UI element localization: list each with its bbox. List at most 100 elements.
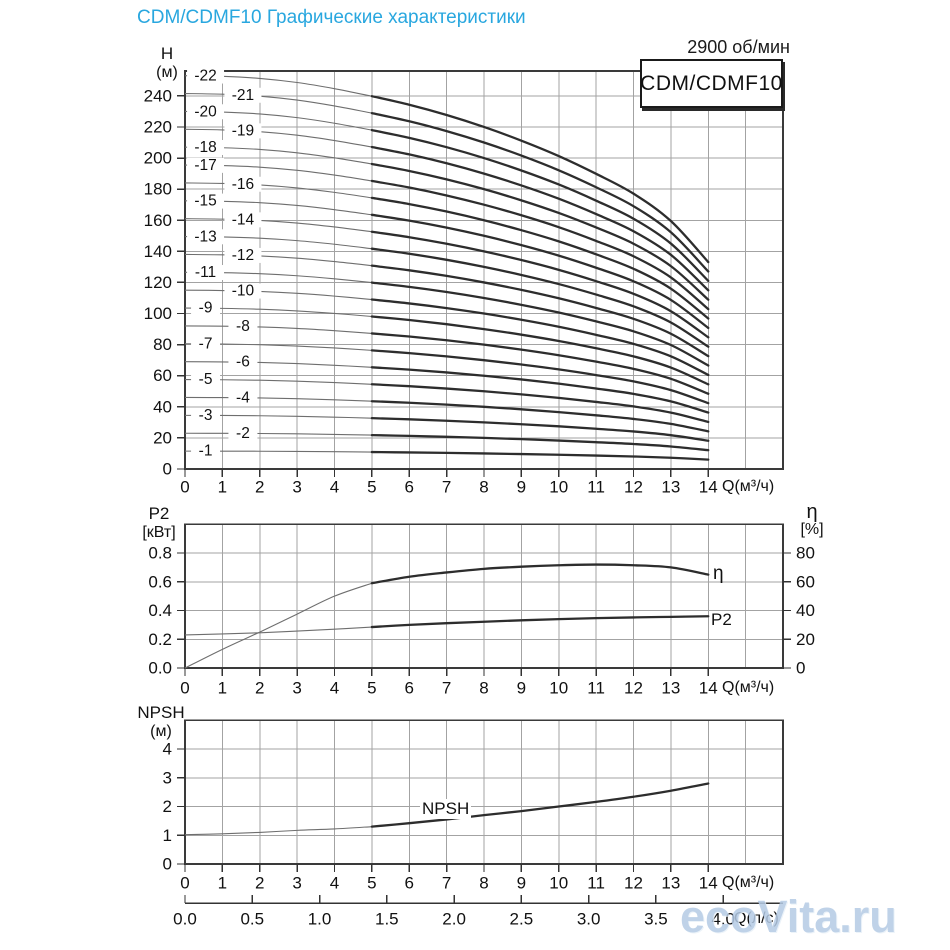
curve-duty-range bbox=[370, 615, 710, 629]
curve-duty-range bbox=[370, 450, 710, 461]
curve-preferred-range-left bbox=[184, 826, 372, 836]
tick-label: 100 bbox=[144, 304, 172, 323]
tick-label: 4.0 bbox=[711, 910, 735, 929]
head-curves bbox=[184, 75, 710, 461]
stage-label-mask bbox=[187, 104, 225, 120]
tick-label: 10 bbox=[549, 874, 568, 893]
tick-label: -20 bbox=[194, 103, 217, 120]
tick-label: 10 bbox=[549, 679, 568, 698]
tick-label: 12 bbox=[624, 478, 643, 497]
watermark: ecoVita.ru bbox=[680, 891, 897, 942]
tick-label: 2 bbox=[163, 797, 172, 816]
tick-label: 5 bbox=[367, 679, 376, 698]
tick-label: 0.6 bbox=[148, 572, 172, 591]
efficiency-axis-label: η [%] bbox=[790, 501, 834, 539]
curve-duty-range bbox=[370, 298, 710, 377]
tick-label: -5 bbox=[199, 371, 213, 388]
tick-label: 6 bbox=[405, 679, 414, 698]
stage-label-mask bbox=[187, 139, 225, 155]
tick-label: 11 bbox=[587, 874, 605, 893]
tick-label: -10 bbox=[232, 283, 255, 300]
tick-label: 8 bbox=[479, 478, 488, 497]
head-axis-unit: (м) bbox=[156, 63, 178, 81]
tick-label: 0 bbox=[180, 478, 189, 497]
tick-label: 9 bbox=[517, 478, 526, 497]
stage-label-mask bbox=[228, 390, 258, 406]
stage-label-mask bbox=[187, 229, 225, 245]
tick-label: 3 bbox=[163, 768, 172, 787]
curve-duty-range bbox=[370, 162, 710, 301]
tick-label: 1 bbox=[218, 679, 227, 698]
tick-label: 0.8 bbox=[148, 544, 172, 563]
tick-label: 20 bbox=[153, 428, 172, 447]
curve-duty-range bbox=[370, 400, 710, 433]
curve-preferred-range-left bbox=[184, 361, 372, 368]
tick-label: 2 bbox=[255, 478, 264, 497]
tick-label: 13 bbox=[661, 679, 680, 698]
tick-label: 60 bbox=[796, 572, 815, 591]
efficiency-axis-symbol: η bbox=[806, 501, 818, 523]
efficiency-axis-unit: [%] bbox=[800, 521, 824, 538]
stage-label-mask bbox=[228, 319, 258, 335]
tick-label: -2 bbox=[236, 425, 250, 442]
tick-label: 13 bbox=[661, 874, 680, 893]
tick-label: -11 bbox=[195, 264, 216, 281]
tick-label: 3.5 bbox=[644, 910, 668, 929]
tick-label: 4 bbox=[330, 679, 339, 698]
lps-axis: 0.0 0.5 1.0 1.5 2.0 2.5 3.0 3.5 4.0 bbox=[173, 895, 783, 929]
tick-label: -6 bbox=[236, 354, 250, 371]
tick-label: 9 bbox=[517, 679, 526, 698]
tick-label: 240 bbox=[144, 86, 172, 105]
npsh-curve-label: NPSH bbox=[420, 799, 472, 819]
rpm-label: 2900 об/мин bbox=[687, 37, 790, 57]
tick-label: 160 bbox=[144, 211, 172, 230]
tick-label: -7 bbox=[199, 335, 213, 352]
tick-label: 180 bbox=[144, 180, 172, 199]
tick-label: 7 bbox=[442, 679, 451, 698]
tick-label: 80 bbox=[153, 335, 172, 354]
curve-duty-range bbox=[370, 332, 710, 395]
stage-label-mask bbox=[191, 336, 221, 352]
tick-label: 0.0 bbox=[173, 910, 197, 929]
tick-label: 200 bbox=[144, 149, 172, 168]
power-efficiency-curves bbox=[184, 563, 710, 669]
tick-label: -12 bbox=[232, 247, 254, 264]
tick-label: 0.2 bbox=[148, 630, 172, 649]
tick-label: 4 bbox=[330, 478, 339, 497]
curve-preferred-range-left bbox=[184, 218, 372, 233]
tick-label: 0 bbox=[796, 659, 805, 678]
tick-label: 2 bbox=[255, 874, 264, 893]
power-axis-label: P2 [кВт] bbox=[136, 504, 182, 542]
npsh-axis-label: NPSH (м) bbox=[134, 703, 188, 741]
curve-duty-range bbox=[370, 264, 710, 358]
tick-label: 0.0 bbox=[148, 659, 172, 678]
curve-preferred-range-left bbox=[184, 325, 372, 334]
stage-label-mask bbox=[224, 283, 262, 299]
curve-duty-range bbox=[370, 315, 710, 386]
curve-duty-range bbox=[370, 111, 710, 273]
tick-label: 0 bbox=[180, 874, 189, 893]
tick-label: 2 bbox=[255, 679, 264, 698]
tick-label: -14 bbox=[232, 211, 255, 228]
tick-label: 1.0 bbox=[308, 910, 332, 929]
tick-label: 5 bbox=[367, 874, 376, 893]
tick-label: 11 bbox=[587, 679, 605, 698]
power-axis-symbol: P2 bbox=[148, 504, 170, 523]
tick-label: 10 bbox=[549, 478, 568, 497]
model-legend-text: CDM/CDMF10 bbox=[640, 71, 783, 95]
tick-label: 0.5 bbox=[240, 910, 264, 929]
curve-preferred-range-left bbox=[184, 289, 372, 301]
tick-label: -17 bbox=[194, 157, 216, 174]
stage-label-mask bbox=[224, 176, 262, 192]
tick-label: 3 bbox=[292, 679, 301, 698]
tick-label: 14 bbox=[699, 874, 718, 893]
efficiency-curve-label: η bbox=[713, 563, 724, 584]
flow-axis-unit-bottom: Q(м³/ч) bbox=[722, 874, 775, 891]
tick-label: 60 bbox=[153, 366, 172, 385]
tick-label: 14 bbox=[699, 679, 718, 698]
tick-label: 20 bbox=[796, 630, 815, 649]
curve-duty-range bbox=[370, 417, 710, 442]
tick-label: -16 bbox=[232, 176, 254, 193]
tick-label: 2.5 bbox=[510, 910, 534, 929]
